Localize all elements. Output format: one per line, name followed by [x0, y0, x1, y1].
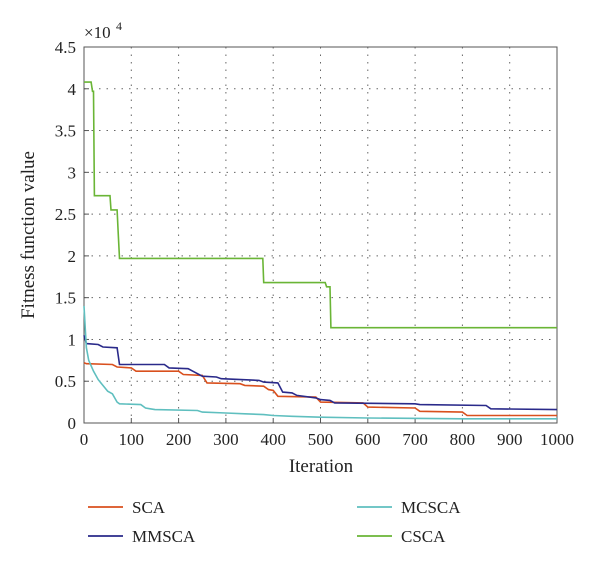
x-tick-label: 0 — [80, 430, 89, 449]
series-line-sca — [83, 362, 557, 417]
series-line-mmsca — [83, 335, 558, 411]
x-tick-label: 400 — [260, 430, 286, 449]
x-tick-label: 1000 — [540, 430, 574, 449]
y-multiplier-label: ×10 — [84, 23, 111, 42]
x-tick-label: 700 — [402, 430, 428, 449]
legend-item-sca: SCA — [88, 498, 166, 517]
legend-label: MCSCA — [401, 498, 461, 517]
y-tick-label: 3.5 — [55, 122, 76, 141]
x-tick-label: 600 — [355, 430, 381, 449]
y-axis-ticks: 0 0.5 1 1.5 2 2.5 3 3.5 4 4.5 — [55, 38, 89, 433]
series-line-mcsca — [83, 305, 557, 420]
legend-item-mcsca: MCSCA — [357, 498, 461, 517]
grid-lines — [84, 47, 557, 423]
x-tick-label: 900 — [497, 430, 523, 449]
legend-item-csca: CSCA — [357, 527, 446, 546]
y-axis-label: Fitness function value — [18, 151, 39, 319]
legend-item-mmsca: MMSCA — [88, 527, 196, 546]
series-line-csca — [84, 81, 557, 329]
y-tick-label: 0 — [68, 414, 77, 433]
x-tick-label: 300 — [213, 430, 239, 449]
legend: SCA MMSCA MCSCA CSCA — [88, 498, 461, 546]
x-tick-label: 200 — [166, 430, 192, 449]
y-tick-label: 0.5 — [55, 372, 76, 391]
x-tick-label: 800 — [450, 430, 476, 449]
legend-label: CSCA — [401, 527, 446, 546]
y-tick-label: 2.5 — [55, 205, 76, 224]
x-axis-ticks: 0 100 200 300 400 500 600 700 800 900 1000 — [80, 418, 574, 449]
y-tick-label: 4 — [68, 80, 77, 99]
series-group — [83, 81, 558, 420]
y-tick-label: 1 — [68, 330, 77, 349]
legend-label: SCA — [132, 498, 166, 517]
y-tick-label: 4.5 — [55, 38, 76, 57]
legend-label: MMSCA — [132, 527, 196, 546]
x-tick-label: 100 — [119, 430, 145, 449]
y-tick-label: 2 — [68, 247, 77, 266]
y-tick-label: 1.5 — [55, 289, 76, 308]
x-axis-label: Iteration — [289, 456, 354, 477]
y-tick-label: 3 — [68, 163, 77, 182]
y-multiplier-exponent: 4 — [116, 19, 122, 33]
x-tick-label: 500 — [308, 430, 334, 449]
